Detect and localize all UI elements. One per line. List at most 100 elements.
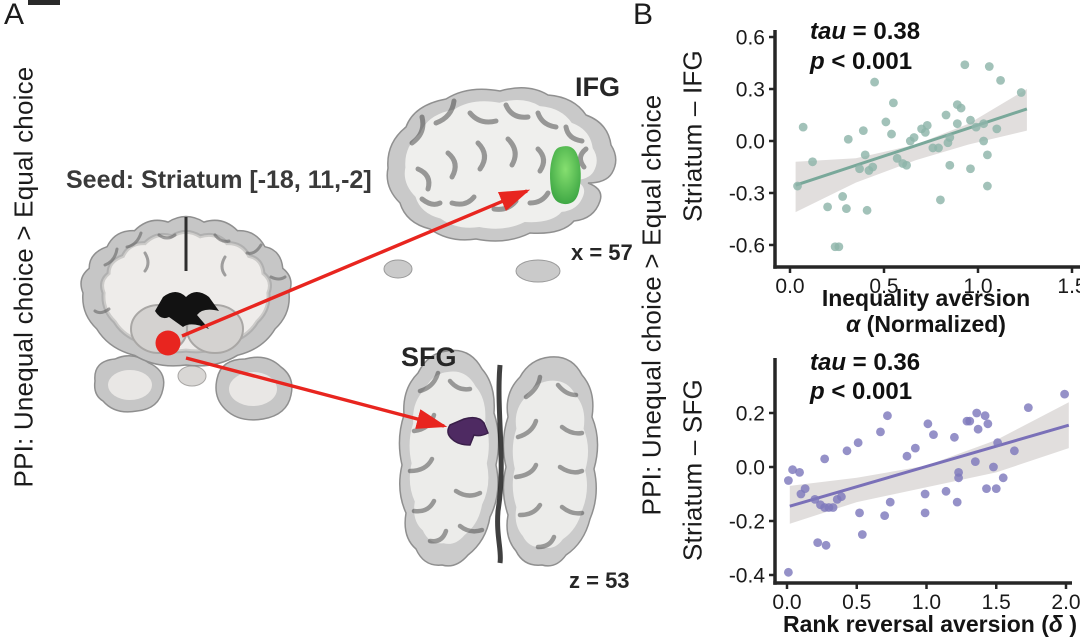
cerebellum-blob-2 bbox=[515, 259, 561, 283]
crop-artifact bbox=[28, 0, 60, 5]
sfg-scatter-point bbox=[970, 457, 980, 466]
sfg-scatter-point bbox=[837, 492, 846, 502]
sfg-y-tick-label: 0.0 bbox=[736, 457, 765, 480]
sfg-activation-blob bbox=[447, 416, 489, 446]
sfg-scatter-point bbox=[998, 473, 1008, 483]
ifg-scatter-point bbox=[941, 110, 951, 120]
sfg-scatter-point bbox=[910, 443, 920, 453]
ifg-p-annotation: p < 0.001 bbox=[810, 48, 913, 75]
interhemispheric-fissure bbox=[495, 364, 504, 564]
sfg-scatter-point bbox=[885, 497, 895, 507]
ifg-scatter-point bbox=[922, 121, 932, 130]
ifg-activation-blob bbox=[550, 146, 581, 205]
sfg-scatter-point bbox=[857, 530, 867, 539]
ifg-tau-annotation: tau = 0.38 bbox=[810, 18, 921, 45]
ifg-y-tick-label: 0.6 bbox=[736, 27, 765, 50]
ifg-scatter-point bbox=[966, 115, 975, 125]
sfg-regression-line bbox=[789, 423, 1070, 508]
ifg-x-axis-label: Inequality aversion α (Normalized) bbox=[821, 285, 1031, 338]
sfg-scatter-point bbox=[952, 497, 962, 507]
sagittal-inner bbox=[404, 100, 597, 229]
ifg-scatter-point bbox=[983, 150, 992, 160]
arrow-seed-to-sfg bbox=[185, 356, 448, 429]
ifg-scatter-point bbox=[834, 242, 844, 252]
sfg-scatter-point bbox=[821, 540, 831, 550]
ifg-y-tick-label: 0.3 bbox=[736, 79, 765, 102]
ifg-slice-coordinate: x = 57 bbox=[571, 240, 633, 265]
sfg-scatter-point bbox=[993, 438, 1003, 448]
sfg-region-label: SFG bbox=[401, 342, 457, 372]
cerebellum-blob-1 bbox=[383, 259, 413, 279]
sfg-scatter-point bbox=[855, 508, 864, 518]
sfg-p-annotation: p < 0.001 bbox=[810, 378, 913, 405]
ifg-scatter-point bbox=[862, 205, 872, 215]
sfg-scatter-point bbox=[1023, 403, 1033, 412]
sfg-y-tick-label: -0.2 bbox=[729, 511, 765, 534]
ifg-scatter-point bbox=[892, 153, 902, 163]
ifg-x-tick-label: 0.5 bbox=[869, 275, 898, 298]
left-temporal-inner bbox=[108, 370, 152, 400]
sfg-scatter-point bbox=[788, 465, 797, 475]
ifg-scatter-point bbox=[966, 164, 975, 174]
sfg-scatter-point bbox=[828, 503, 838, 512]
sfg-x-tick-label: 0.5 bbox=[842, 591, 871, 614]
sfg-y-tick-label: -0.4 bbox=[729, 565, 766, 588]
sfg-scatter-point bbox=[923, 419, 933, 429]
ifg-x-tick-label: 1.0 bbox=[963, 275, 992, 298]
sfg-scatter-point bbox=[902, 451, 912, 461]
sfg-scatter-point bbox=[965, 416, 975, 426]
ifg-scatter-point bbox=[855, 164, 864, 174]
sfg-scatter-point bbox=[983, 419, 993, 429]
sfg-scatter-point bbox=[991, 484, 1001, 493]
panel-b-label: B bbox=[633, 0, 654, 31]
ifg-scatter-point bbox=[793, 181, 802, 191]
sfg-scatter-point bbox=[783, 567, 793, 577]
sfg-scatter-point bbox=[982, 484, 991, 493]
ifg-scatter-point bbox=[889, 98, 898, 108]
sfg-scatter-point bbox=[876, 427, 885, 437]
sfg-scatter-point bbox=[989, 462, 998, 472]
ifg-scatter-point bbox=[798, 122, 808, 132]
sfg-scatter-point bbox=[929, 430, 938, 439]
ifg-confidence-band bbox=[795, 89, 1027, 213]
sfg-scatter-point bbox=[972, 408, 982, 418]
sfg-scatter-point bbox=[883, 411, 892, 421]
sfg-tau-annotation: tau = 0.36 bbox=[810, 349, 921, 376]
ifg-scatter-point bbox=[984, 62, 994, 71]
ifg-scatter-point bbox=[887, 129, 896, 139]
ifg-scatter-point bbox=[909, 133, 919, 142]
sfg-scatter-point bbox=[810, 495, 820, 504]
ifg-x-tick-label: 1.5 bbox=[1057, 275, 1080, 298]
sfg-scatter-point bbox=[920, 489, 930, 499]
sfg-confidence-band bbox=[789, 402, 1069, 524]
sfg-scatter-point bbox=[813, 538, 823, 547]
sfg-x-tick-label: 0.0 bbox=[772, 591, 801, 614]
sfg-scatter-point bbox=[1009, 446, 1019, 456]
sfg-scatter-point bbox=[941, 486, 951, 496]
sfg-y-tick-label: 0.2 bbox=[736, 403, 765, 426]
ifg-scatter-point bbox=[1016, 88, 1026, 97]
ifg-scatter-point bbox=[934, 143, 943, 153]
sfg-scatter-point bbox=[954, 473, 963, 483]
panel-a-label: A bbox=[4, 0, 25, 31]
sfg-scatter-point bbox=[820, 454, 830, 464]
ifg-scatter-point bbox=[842, 204, 851, 213]
ifg-y-tick-label: 0.0 bbox=[736, 131, 765, 154]
ifg-scatter-point bbox=[870, 77, 879, 87]
axial-brain-slice bbox=[398, 349, 599, 567]
ifg-scatter-point bbox=[979, 136, 989, 146]
ifg-x-tick-label: 0.0 bbox=[775, 275, 804, 298]
ifg-scatter-point bbox=[868, 162, 878, 172]
sfg-scatter-point bbox=[795, 468, 804, 477]
sfg-scatter-point bbox=[880, 511, 890, 520]
ifg-scatter-point bbox=[960, 60, 970, 70]
ifg-scatter-point bbox=[902, 160, 911, 170]
coronal-sulci bbox=[93, 231, 287, 315]
sfg-scatter-point bbox=[950, 432, 959, 442]
ifg-scatter-point bbox=[858, 126, 868, 136]
sfg-x-tick-label: 1.5 bbox=[982, 591, 1011, 614]
axial-sulci bbox=[407, 370, 585, 550]
ifg-scatter-point bbox=[992, 124, 1002, 134]
